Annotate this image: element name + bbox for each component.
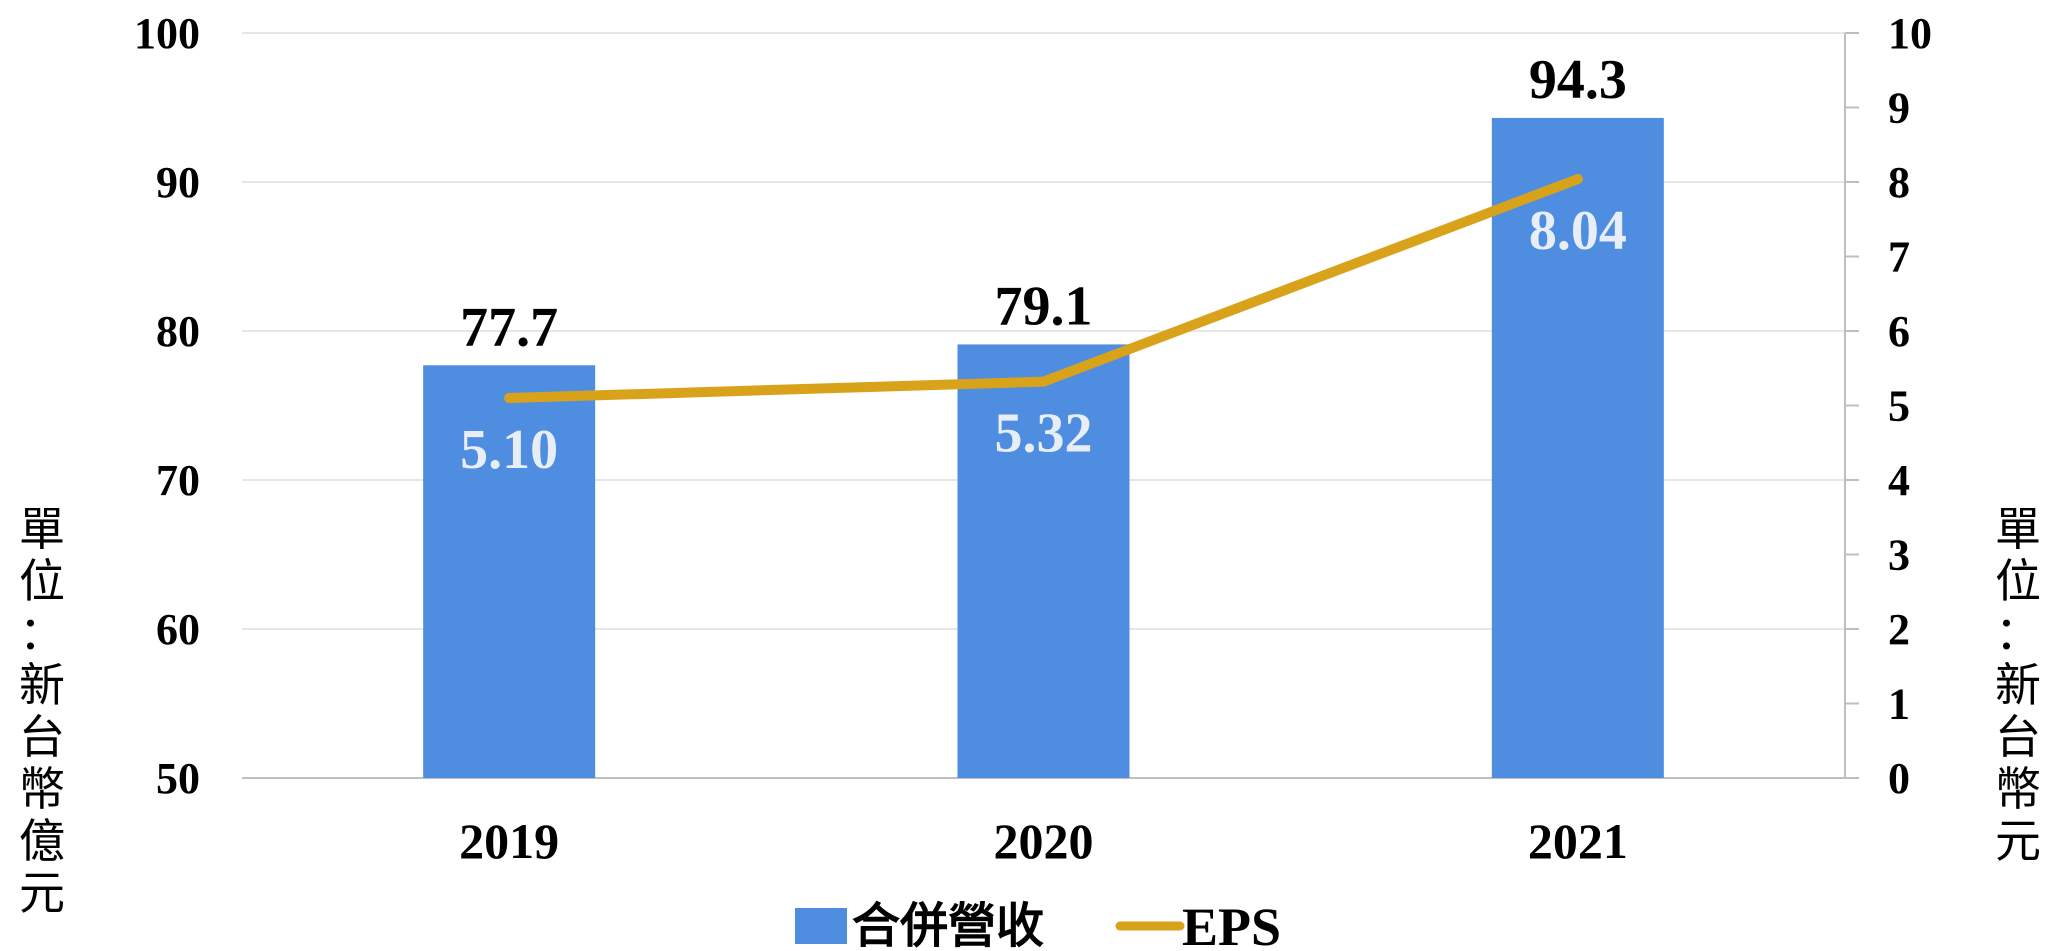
y-tick-right: 6 [1888, 307, 1910, 356]
y-tick-right: 4 [1888, 456, 1910, 505]
axis-title-char: 幣 [19, 762, 65, 816]
y-tick-left: 100 [134, 9, 200, 58]
y-tick-left: 50 [156, 754, 200, 803]
bars [423, 117, 1664, 779]
bar-value-label: 79.1 [995, 275, 1093, 337]
y-tick-right: 8 [1888, 158, 1910, 207]
axis-title-char: 億 [19, 814, 65, 868]
legend: 合併營收 EPS [795, 897, 1281, 951]
axis-title-char: 新 [19, 658, 65, 712]
axis-title-char: ： [1995, 606, 2041, 660]
axis-title-char: ： [19, 606, 65, 660]
x-tick-label: 2020 [994, 813, 1094, 869]
legend-swatch-revenue [795, 908, 847, 944]
axis-title-char: 新 [1995, 658, 2041, 712]
y-tick-right: 5 [1888, 382, 1910, 431]
line-point-eps [1572, 174, 1583, 185]
bar-revenue [957, 344, 1130, 778]
x-tick-label: 2019 [459, 813, 559, 869]
eps-value-label: 8.04 [1529, 200, 1627, 262]
bar-revenue [1491, 117, 1664, 779]
axis-title-char: 位 [19, 554, 65, 608]
axis-title-char: 幣 [1995, 762, 2041, 816]
axes: 50 60 70 80 90 100 0 1 2 3 4 5 6 7 8 9 10 2019 2020 2021 [134, 9, 1932, 869]
data-labels: 77.7 79.1 94.3 5.10 5.32 8.04 [460, 49, 1627, 481]
y-tick-right: 9 [1888, 84, 1910, 133]
eps-value-label: 5.10 [460, 419, 558, 481]
eps-value-label: 5.32 [995, 403, 1093, 465]
legend-label-eps: EPS [1182, 897, 1281, 951]
y-tick-right: 3 [1888, 531, 1910, 580]
y-tick-left: 80 [156, 307, 200, 356]
axis-title-char: 台 [19, 710, 65, 764]
legend-label-revenue: 合併營收 [852, 898, 1044, 951]
y-tick-right: 0 [1888, 754, 1910, 803]
eps-line [504, 174, 1583, 404]
axis-title-char: 單 [1995, 502, 2041, 556]
y-tick-right: 1 [1888, 680, 1910, 729]
line-point-eps [504, 393, 515, 404]
axis-title-char: 單 [19, 502, 65, 556]
y-tick-right: 10 [1888, 9, 1932, 58]
y-tick-right: 2 [1888, 605, 1910, 654]
y-tick-left: 90 [156, 158, 200, 207]
x-tick-label: 2021 [1528, 813, 1628, 869]
axis-title-char: 元 [19, 866, 65, 920]
y-tick-left: 70 [156, 456, 200, 505]
bar-value-label: 94.3 [1529, 49, 1627, 111]
axis-title-char: 元 [1995, 814, 2041, 868]
bar-value-label: 77.7 [460, 296, 558, 358]
axis-title-char: 位 [1995, 554, 2041, 608]
bar-revenue [423, 365, 596, 778]
axis-title-char: 台 [1995, 710, 2041, 764]
y-tick-right: 7 [1888, 233, 1910, 282]
y-tick-left: 60 [156, 605, 200, 654]
line-point-eps [1038, 376, 1049, 387]
